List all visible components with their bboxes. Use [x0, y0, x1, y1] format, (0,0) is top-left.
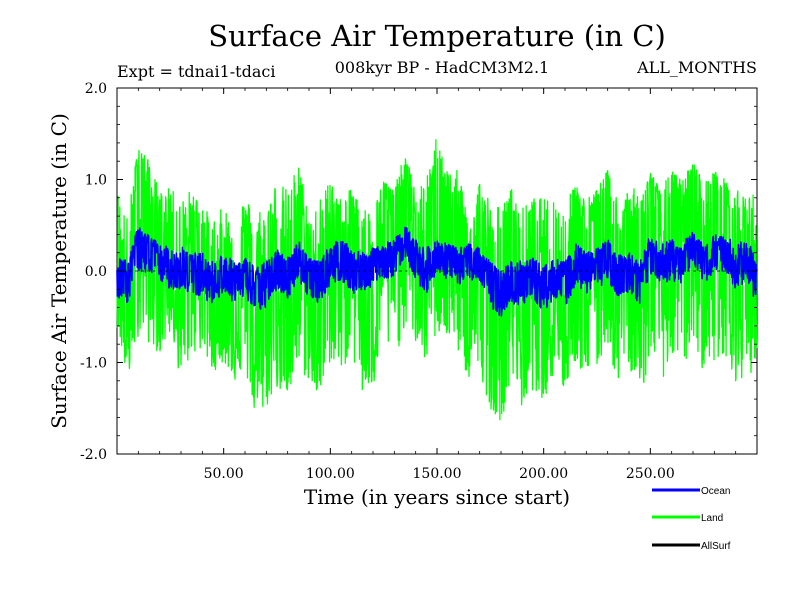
y-axis-ticks: -2.0 -1.0 0.0 1.0 2.0 — [80, 81, 757, 463]
series-land — [116, 138, 758, 421]
x-tick-label: 50.00 — [204, 466, 244, 482]
y-axis-label: Surface Air Temperature (in C) — [47, 113, 71, 429]
legend-item-land: Land — [652, 513, 723, 524]
y-tick-label: -2.0 — [80, 447, 107, 463]
plot-area — [116, 87, 758, 455]
series-line-land — [116, 138, 758, 421]
legend-label: Ocean — [701, 486, 730, 497]
chart-subtitle-right: ALL_MONTHS — [636, 58, 757, 77]
x-tick-label: 150.00 — [413, 466, 462, 482]
legend-item-ocean: Ocean — [652, 486, 730, 497]
chart-subtitle-center: 008kyr BP - HadCM3M2.1 — [335, 58, 549, 77]
y-tick-label: 0.0 — [85, 264, 107, 280]
legend: Ocean Land AllSurf — [652, 486, 731, 552]
series-layer — [116, 138, 758, 421]
x-tick-label: 200.00 — [519, 466, 568, 482]
y-tick-label: 1.0 — [85, 173, 107, 189]
series-ocean — [116, 226, 758, 317]
series-line-ocean — [116, 226, 758, 317]
y-tick-label: 2.0 — [85, 81, 107, 97]
legend-label: AllSurf — [701, 541, 731, 552]
chart-subtitle-left: Expt = tdnai1-tdaci — [117, 62, 275, 81]
chart-title: Surface Air Temperature (in C) — [208, 19, 666, 53]
x-tick-label: 100.00 — [306, 466, 355, 482]
y-tick-label: -1.0 — [80, 356, 107, 372]
legend-label: Land — [701, 513, 723, 524]
legend-item-allsurf: AllSurf — [652, 541, 731, 552]
x-axis-label: Time (in years since start) — [304, 485, 570, 509]
x-axis-ticks: 50.00 100.00 150.00 200.00 250.00 — [137, 88, 737, 482]
x-tick-label: 250.00 — [626, 466, 675, 482]
